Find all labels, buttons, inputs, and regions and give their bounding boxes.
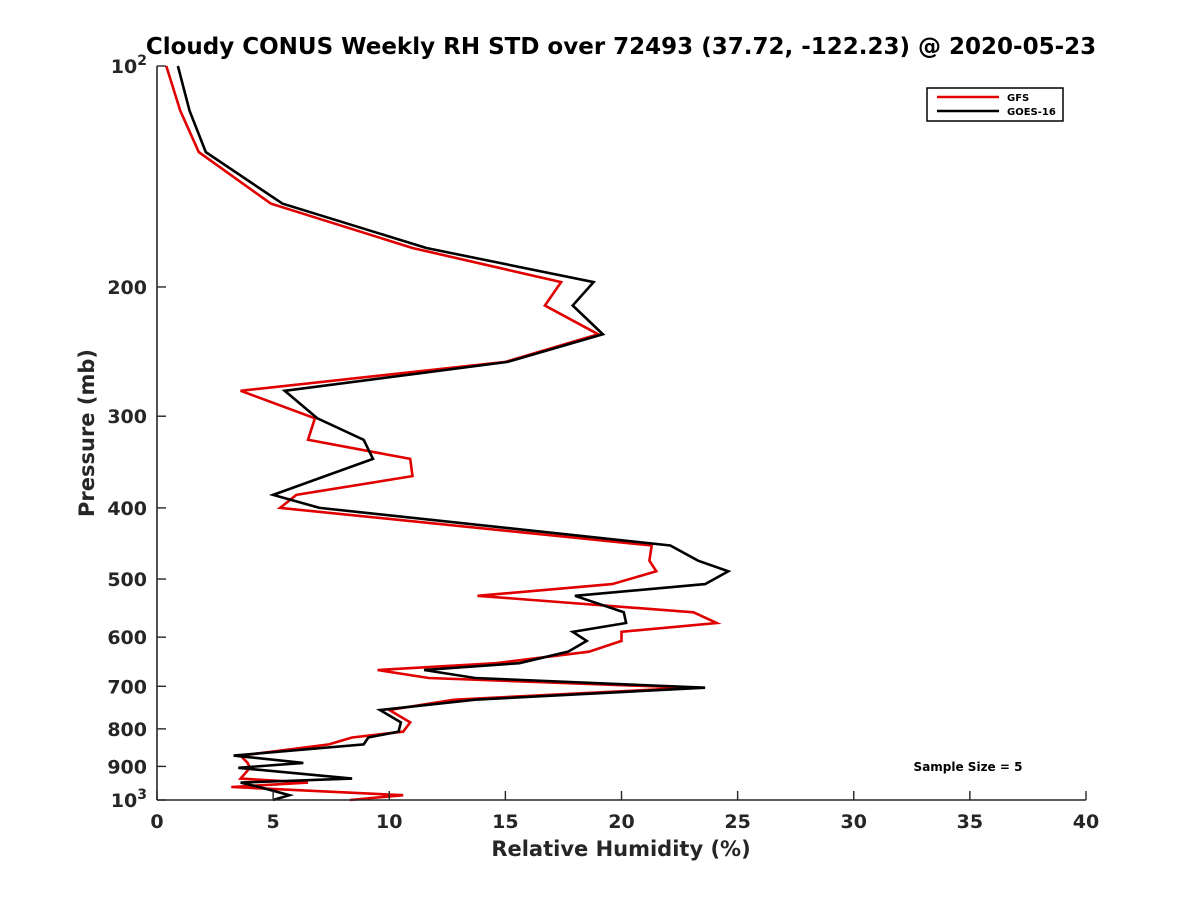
- y-axis-label: Pressure (mb): [75, 349, 99, 517]
- legend-label-gfs: GFS: [1007, 93, 1029, 104]
- legend: GFS GOES-16: [926, 87, 1064, 122]
- x-tick-label: 35: [957, 811, 983, 833]
- x-tick-label: 25: [724, 811, 750, 833]
- series-line-gfs: [165, 65, 722, 802]
- x-tick-label: 5: [267, 811, 280, 833]
- y-tick-label: 200: [107, 277, 147, 299]
- x-tick-label: 40: [1073, 811, 1099, 833]
- x-tick-label: 20: [608, 811, 634, 833]
- series-line-goes-16: [176, 65, 732, 802]
- legend-label-goes-16: GOES-16: [1007, 107, 1056, 118]
- y-tick-label: 700: [107, 676, 147, 698]
- chart-title: Cloudy CONUS Weekly RH STD over 72493 (3…: [146, 34, 1096, 60]
- axes: 0 5 10 15 20 25 30 35 40 102 200 300 400 500 600 700 800…: [107, 53, 1099, 833]
- y-tick-label: 103: [111, 787, 147, 812]
- plot-area: [165, 65, 732, 802]
- y-tick-label: 600: [107, 627, 147, 649]
- y-tick-label: 400: [107, 498, 147, 520]
- y-tick-label: 800: [107, 719, 147, 741]
- x-tick-label: 15: [492, 811, 518, 833]
- x-tick-label: 30: [841, 811, 867, 833]
- x-axis-label: Relative Humidity (%): [491, 837, 750, 861]
- y-tick-label: 900: [107, 756, 147, 778]
- y-tick-label: 300: [107, 406, 147, 428]
- legend-box: [926, 87, 1064, 122]
- x-tick-label: 10: [376, 811, 402, 833]
- x-tick-label: 0: [150, 811, 163, 833]
- y-tick-label: 102: [111, 53, 147, 78]
- sample-size-annotation: Sample Size = 5: [914, 760, 1023, 774]
- y-tick-label: 500: [107, 569, 147, 591]
